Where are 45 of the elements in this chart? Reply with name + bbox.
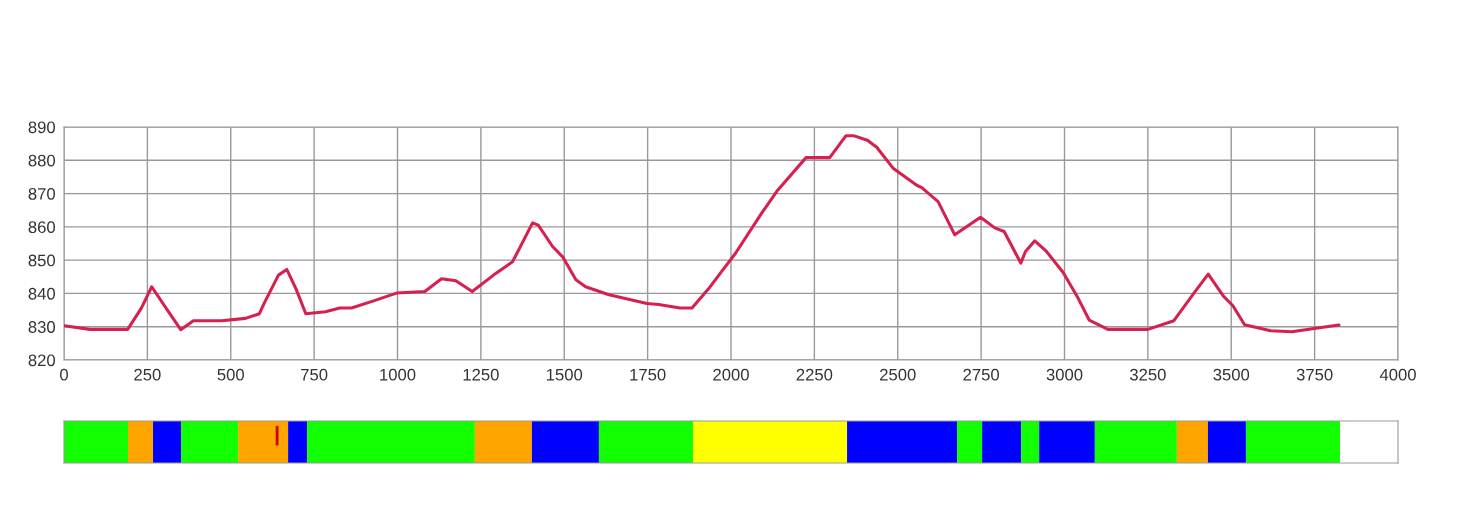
bar xyxy=(153,421,182,463)
bar xyxy=(307,421,475,463)
bar xyxy=(598,421,693,463)
line-series xyxy=(64,134,1341,334)
x-tick-label: 3000 xyxy=(1046,368,1083,381)
bar xyxy=(982,421,1022,463)
x-tick-label: 2500 xyxy=(880,368,916,381)
x-tick-label: 2750 xyxy=(963,368,1000,381)
bar xyxy=(957,421,983,463)
bar xyxy=(128,421,154,463)
bar xyxy=(181,421,239,463)
x-tick-label: 1000 xyxy=(380,368,416,381)
bar xyxy=(692,421,848,463)
bar xyxy=(1021,421,1040,463)
y-tick-label: 830 xyxy=(28,321,56,333)
x-tick-label: 1750 xyxy=(630,368,666,381)
x-tick-label: 750 xyxy=(301,368,328,381)
x-tick-label: 2250 xyxy=(796,368,833,381)
bar xyxy=(1176,421,1208,463)
bar xyxy=(847,421,958,463)
x-tick-label: 3750 xyxy=(1296,368,1333,381)
x-tick-label: 500 xyxy=(217,368,244,381)
y-tick-label: 870 xyxy=(28,187,56,200)
x-tick-label: 1500 xyxy=(546,368,583,381)
x-tick-label: 3500 xyxy=(1213,368,1250,381)
y-tick-label: 860 xyxy=(28,221,56,234)
x-tick-label: 250 xyxy=(134,368,161,381)
bar xyxy=(474,421,532,463)
bar xyxy=(1245,421,1340,463)
x-tick-label: 0 xyxy=(60,368,68,381)
y-tick-label: 890 xyxy=(28,121,56,134)
bar xyxy=(238,421,289,463)
bar xyxy=(531,421,599,463)
x-tick-label: 3250 xyxy=(1129,368,1166,381)
bar xyxy=(1207,421,1246,463)
x-tick-label: 1250 xyxy=(463,368,499,381)
y-tick-label: 880 xyxy=(28,154,56,167)
y-tick-label: 840 xyxy=(28,287,56,300)
bar xyxy=(1094,421,1177,463)
y-tick-label: 820 xyxy=(28,354,56,367)
x-tick-label: 2000 xyxy=(713,368,749,381)
bar xyxy=(1039,421,1095,463)
x-tick-label: 4000 xyxy=(1379,368,1416,381)
bar xyxy=(288,421,308,463)
y-tick-label: 850 xyxy=(28,254,56,267)
